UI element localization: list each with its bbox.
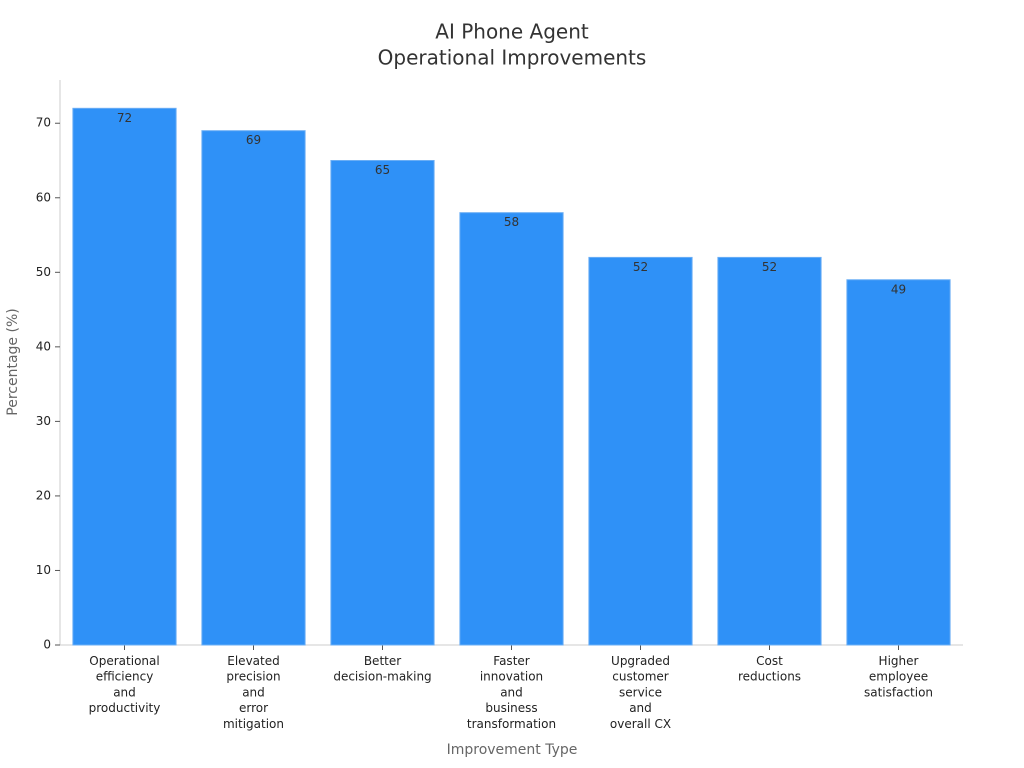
x-tick-label: Elevated precision and error mitigation — [223, 654, 284, 731]
y-tick-label: 20 — [36, 488, 51, 502]
y-tick-label: 60 — [36, 190, 51, 204]
y-tick-label: 30 — [36, 414, 51, 428]
x-tick-label: Upgraded customer service and overall CX — [610, 654, 671, 731]
value-label: 49 — [891, 282, 906, 296]
bar — [201, 130, 306, 646]
value-label: 69 — [246, 133, 261, 147]
bar — [72, 107, 177, 646]
bar — [717, 256, 822, 646]
y-tick-label: 50 — [36, 265, 51, 279]
value-label: 72 — [117, 111, 132, 125]
x-tick-label: Better decision-making — [333, 654, 431, 684]
value-label: 58 — [504, 215, 519, 229]
bar — [588, 256, 693, 646]
y-tick-label: 0 — [43, 638, 51, 652]
x-axis-label: Improvement Type — [447, 742, 578, 758]
value-label: 52 — [633, 260, 648, 274]
value-label: 52 — [762, 260, 777, 274]
y-axis-label: Percentage (%) — [5, 308, 21, 415]
y-tick-label: 70 — [36, 116, 51, 130]
x-tick-label: Higher employee satisfaction — [864, 654, 933, 699]
value-label: 65 — [375, 163, 390, 177]
y-tick-label: 40 — [36, 339, 51, 353]
chart-title: AI Phone Agent — [435, 20, 589, 44]
x-tick-label: Operational efficiency and productivity — [89, 654, 161, 715]
x-tick-label: Cost reductions — [738, 654, 801, 684]
bar — [459, 212, 564, 646]
bar — [846, 279, 951, 646]
bar — [330, 160, 435, 646]
x-tick-label: Faster innovation and business transformatio… — [467, 654, 556, 731]
chart-title: Operational Improvements — [378, 46, 647, 70]
y-tick-label: 10 — [36, 563, 51, 577]
